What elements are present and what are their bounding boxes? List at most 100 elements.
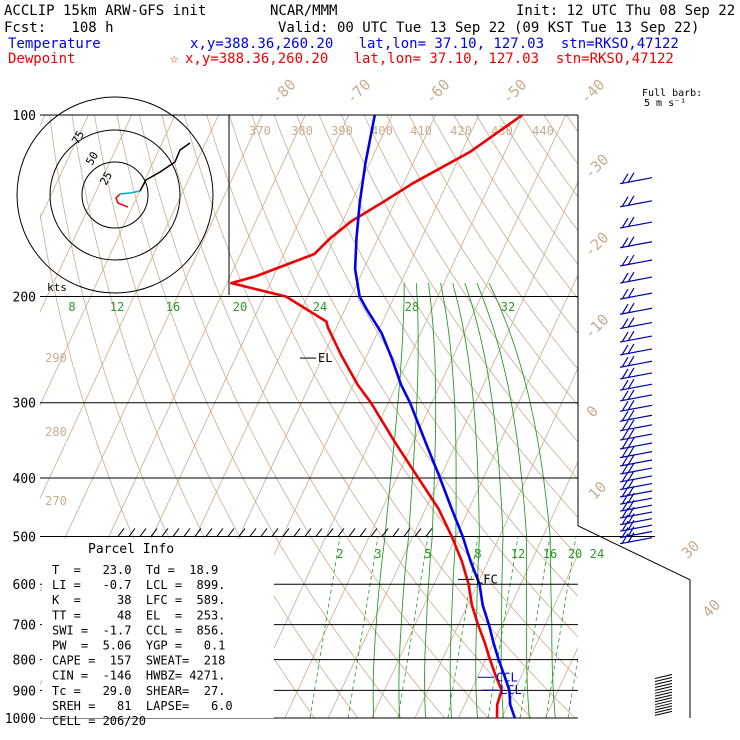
wind-barb	[619, 537, 653, 545]
wind-barb-flag	[627, 532, 635, 544]
wind-barb-flag	[627, 216, 635, 228]
wind-barb-flag	[627, 367, 635, 379]
lfc-hatch	[348, 528, 356, 537]
wind-barb-flag	[621, 344, 629, 356]
mixing-ratio-label: 2	[336, 547, 343, 561]
wind-barb-flag	[621, 500, 629, 512]
dry-adiabat	[184, 115, 533, 718]
wind-barb-flag	[627, 254, 635, 266]
isotherm-label: 30	[678, 537, 704, 563]
dewpoint-star-icon: ☆	[170, 51, 179, 67]
isotherm-line	[327, 180, 578, 718]
isotherm-label: -80	[268, 76, 300, 108]
theta-label: 390	[331, 124, 353, 138]
wind-barb-flag	[627, 302, 635, 314]
wind-barb	[619, 424, 653, 432]
wind-barb	[619, 394, 653, 402]
parcel-row: T = 23.0 Td = 18.9	[52, 563, 218, 577]
wind-barb	[619, 490, 653, 498]
mixing-ratio-label: 28	[405, 300, 419, 314]
wind-barb	[619, 348, 653, 356]
theta-label: 370	[249, 124, 271, 138]
wind-barb-flag	[621, 272, 629, 284]
mixing-ratio-label: 16	[166, 300, 180, 314]
moist-adiabat	[440, 283, 457, 718]
wind-barb-flag	[621, 486, 629, 498]
wind-barb-flag	[621, 438, 629, 450]
wind-barb-flag	[627, 330, 635, 342]
mixing-ratio-line	[567, 655, 578, 718]
wind-barb-flag	[627, 492, 635, 504]
lfc-hatch	[194, 528, 202, 537]
pressure-label-900: 900	[13, 684, 36, 699]
lfc-hatch	[293, 528, 301, 537]
wind-barb-flag	[627, 399, 635, 411]
parcel-row: CIN = -146 HWBZ= 4271.	[52, 669, 225, 683]
wind-barb-flag	[621, 356, 629, 368]
dry-adiabat	[543, 115, 578, 165]
mixing-ratio-label: 8	[474, 547, 481, 561]
wind-barb-flag	[621, 447, 629, 458]
isotherm-line	[501, 553, 578, 718]
wind-barb-flag	[627, 236, 635, 248]
wind-barb-flag	[627, 389, 635, 401]
lfc-hatch	[370, 528, 378, 537]
wind-barb-flag	[621, 463, 629, 475]
wind-barb	[619, 442, 653, 450]
lfc-hatch	[150, 528, 158, 537]
dry-adiabat	[161, 115, 489, 718]
wind-barb	[654, 688, 673, 694]
parcel-row: LI = -0.7 LCL = 899.	[52, 578, 225, 592]
isotherm-label: -10	[581, 311, 613, 343]
wind-barb	[619, 475, 653, 483]
wind-barb	[619, 221, 653, 229]
mixing-ratio-line	[487, 536, 519, 718]
wind-barb	[619, 276, 653, 284]
wind-barb	[619, 414, 653, 422]
pressure-label-200: 200	[13, 291, 36, 306]
level-label-el: EL	[318, 351, 332, 365]
lfc-hatch	[381, 528, 389, 537]
lfc-hatch	[326, 528, 334, 537]
isotherm-label: -40	[577, 76, 609, 108]
moist-adiabat	[464, 282, 504, 718]
wind-barb	[654, 700, 673, 706]
wind-barbs	[619, 172, 653, 545]
dry-adiabat	[363, 115, 578, 443]
mixing-ratio-line	[519, 536, 551, 718]
lfc-hatch	[128, 528, 136, 537]
temperature-trace	[353, 114, 517, 719]
level-label-lcl: LCL	[500, 683, 522, 697]
parcel-info: Parcel Info T = 23.0 Td = 18.9LI = -0.7 L…	[42, 538, 274, 728]
wind-barb-flag	[621, 173, 629, 185]
wind-barb-flag	[627, 478, 635, 489]
moist-adiabat	[476, 282, 530, 718]
wind-barb-flag	[627, 485, 635, 497]
wind-barb-flag	[621, 390, 629, 402]
wind-barb	[619, 467, 653, 475]
isotherm-line	[414, 367, 578, 718]
wind-barb	[654, 682, 673, 688]
wind-barb-flag	[621, 420, 629, 432]
parcel-row: PW = 5.06 YGP = 0.1	[52, 639, 225, 653]
theta-label: 440	[532, 124, 554, 138]
pressure-label-1000: 1000	[5, 712, 36, 727]
isotherm-line	[40, 115, 219, 500]
wind-barb	[619, 360, 653, 368]
wind-barb-flag	[627, 428, 635, 440]
legend-temperature: Temperature	[8, 36, 101, 52]
isotherm-line	[544, 646, 578, 718]
lfc-hatch	[249, 528, 257, 537]
wind-barb	[619, 259, 653, 267]
mixing-ratio-line	[397, 536, 429, 718]
wind-barb-flag	[627, 378, 635, 390]
wind-barb-flag	[621, 196, 629, 208]
wind-barb-flag	[627, 513, 635, 525]
wind-barb-flag	[627, 409, 635, 421]
barb-unit: 5 m s⁻¹	[644, 98, 686, 109]
wind-barb	[619, 433, 653, 441]
wind-barb	[654, 691, 673, 697]
pressure-label-300: 300	[13, 397, 36, 412]
wind-barb-flag	[627, 172, 635, 184]
pressure-label-400: 400	[13, 472, 36, 487]
